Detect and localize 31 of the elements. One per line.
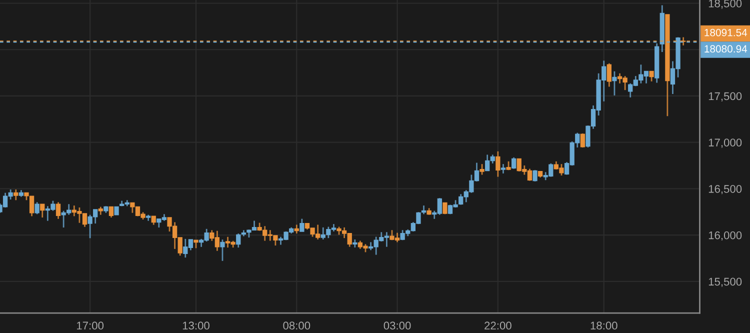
candlestick [511,156,516,170]
candlestick [496,150,500,178]
ref-line-label: 18080.94 [704,45,748,53]
y-tick-label: 16,000 [708,231,742,241]
candlestick [480,163,484,176]
ref-line-label: 18091.54 [704,28,748,36]
candlestick [612,70,617,96]
candlestick [300,218,304,232]
y-tick-label: 17,500 [708,92,742,102]
candlestick [40,203,45,218]
candlestick [236,232,241,248]
candlestick [649,70,654,82]
candlestick [500,163,506,174]
x-tick-label: 18:00 [590,322,618,330]
candlestick [606,62,612,88]
y-tick-label: 16,500 [708,185,742,194]
x-tick-label: 03:00 [384,322,411,330]
candlestick [532,169,538,182]
candlestick [34,201,40,215]
x-tick-label: 17:00 [76,322,104,330]
candlestick [580,132,586,148]
x-tick-label: 08:00 [283,322,310,330]
y-tick-label: 15,500 [708,278,742,287]
x-tick-label: 13:00 [182,322,210,330]
y-tick-label: 17,000 [708,138,742,148]
candlestick [220,238,225,262]
candlestick [14,188,18,201]
candlestick [108,206,114,218]
x-tick-label: 22:00 [484,322,512,330]
y-tick-label: 18,500 [708,0,742,9]
candlestick [56,201,61,220]
